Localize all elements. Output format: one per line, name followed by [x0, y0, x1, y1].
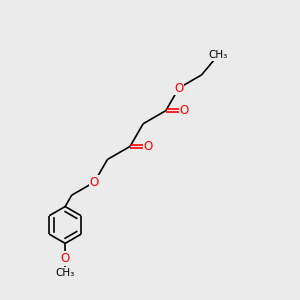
- Text: CH₃: CH₃: [56, 268, 75, 278]
- Text: O: O: [179, 104, 189, 117]
- Text: O: O: [90, 176, 99, 189]
- Text: O: O: [174, 82, 184, 94]
- Text: O: O: [144, 140, 153, 153]
- Text: CH₃: CH₃: [209, 50, 228, 60]
- Text: O: O: [61, 252, 70, 265]
